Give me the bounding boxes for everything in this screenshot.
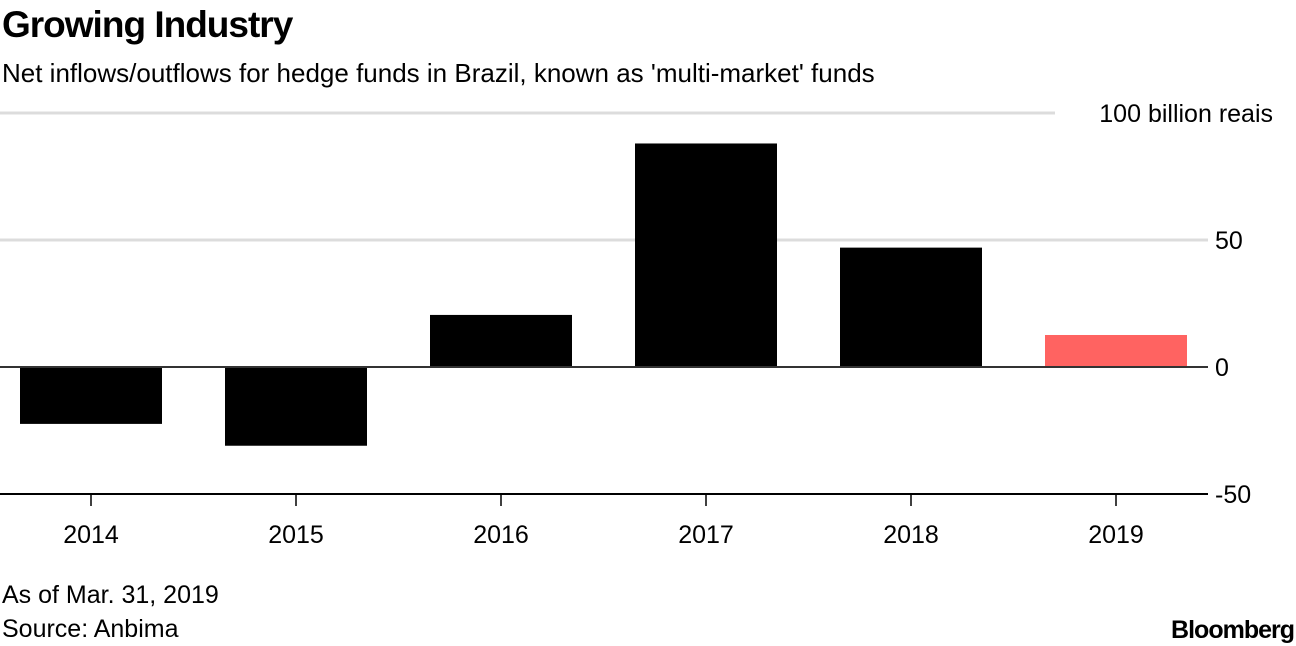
bar-2018 [840, 247, 982, 367]
x-tick-label: 2016 [473, 521, 529, 549]
bar-2016 [430, 314, 572, 367]
x-tick-label: 2014 [63, 521, 119, 549]
x-tick-label: 2015 [268, 521, 324, 549]
as-of-note: As of Mar. 31, 2019 [2, 581, 219, 609]
bar-2015 [225, 367, 367, 446]
bar-2019 [1045, 334, 1187, 367]
y-tick-label: 100 billion reais [1099, 100, 1273, 128]
bar-2014 [20, 367, 162, 424]
source-note: Source: Anbima [2, 615, 179, 643]
chart-title: Growing Industry [2, 4, 293, 45]
bar-2017 [635, 143, 777, 367]
y-tick-label: -50 [1215, 481, 1251, 509]
y-tick-label: 0 [1215, 354, 1229, 382]
x-tick-label: 2018 [883, 521, 939, 549]
bloomberg-logo: Bloomberg [1171, 616, 1295, 644]
y-tick-label: 50 [1215, 227, 1243, 255]
x-tick-label: 2019 [1088, 521, 1144, 549]
x-tick-label: 2017 [678, 521, 734, 549]
chart-subtitle: Net inflows/outflows for hedge funds in … [2, 58, 875, 88]
